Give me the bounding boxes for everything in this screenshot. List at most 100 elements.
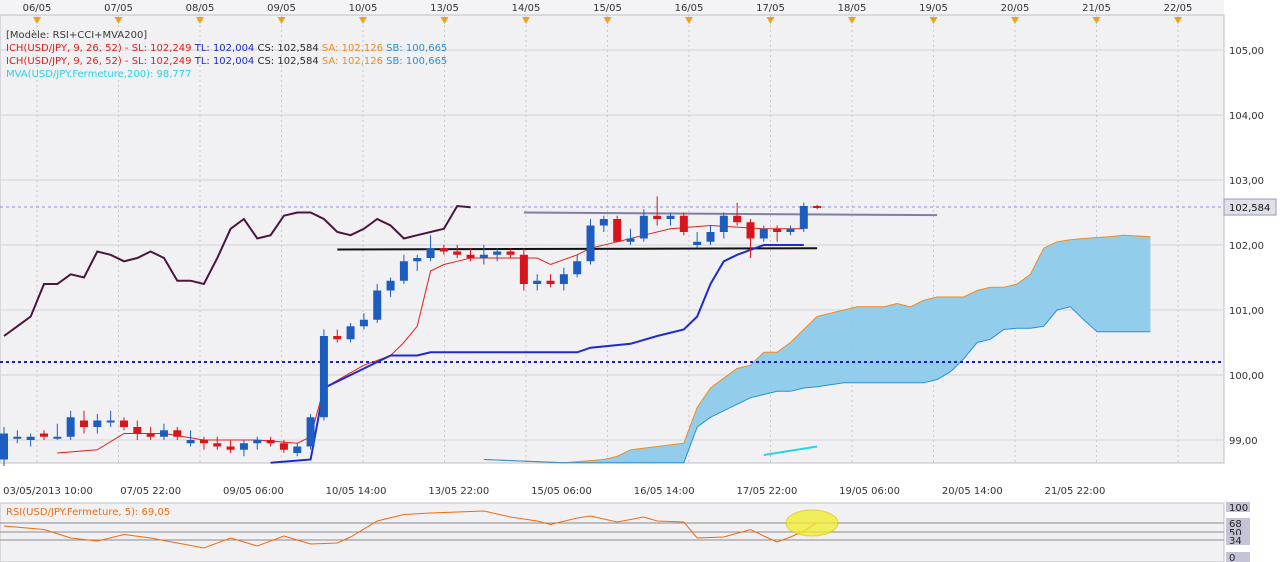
kijun-line [270, 244, 804, 464]
candle [146, 427, 155, 440]
legend-row: ICH(USD/JPY, 9, 26, 52) - SL: 102,249 TL… [6, 56, 447, 67]
candle-body [479, 254, 488, 258]
price-axis-label: 102,00 [1229, 241, 1264, 252]
time-axis-label: 21/05 22:00 [1045, 486, 1106, 497]
candle [599, 215, 608, 232]
top-date-strip [0, 0, 1224, 15]
senkou-span-b-line [483, 306, 1151, 464]
candle-body [359, 319, 368, 327]
candle-body [119, 420, 128, 427]
candle [359, 313, 368, 330]
price-axis-label: 99,00 [1229, 436, 1258, 447]
candle [53, 423, 62, 440]
legend-item: SA: 102,126 [319, 56, 383, 67]
top-date-label: 09/05 [267, 3, 296, 14]
candle [66, 410, 75, 440]
candle-body [786, 228, 795, 232]
candle [239, 440, 248, 457]
candle-body [799, 206, 808, 229]
rsi-title: RSI(USD/JPY.Fermeture, 5): 69,05 [6, 507, 170, 518]
candle-body [439, 248, 448, 252]
rsi-axis-label: 68 [1229, 519, 1242, 530]
rsi-axis-label: 50 [1229, 528, 1242, 539]
candle [746, 219, 755, 258]
candle-body [199, 440, 208, 444]
cloud-fill [483, 235, 1151, 463]
candle [786, 225, 795, 236]
candle [586, 219, 595, 265]
rsi-line [3, 510, 818, 549]
candle [693, 232, 702, 249]
date-marker-triangle [277, 17, 286, 24]
candle [106, 410, 115, 427]
candle-body [666, 215, 675, 219]
candle-body [159, 430, 168, 437]
candle [279, 440, 288, 453]
candlesticks [0, 196, 822, 466]
date-marker-triangle [359, 17, 367, 24]
legend-item: MVA(USD/JPY.Fermeture,200): 98,777 [6, 69, 192, 80]
candle-body [133, 427, 142, 434]
top-date-label: 10/05 [349, 3, 378, 14]
top-date-label: 14/05 [512, 3, 541, 14]
candle [519, 248, 528, 291]
rsi-axis-tag [1226, 518, 1250, 528]
candle-body [66, 417, 75, 437]
candle-body [653, 215, 662, 219]
candle-body [733, 215, 742, 223]
candle [546, 274, 555, 288]
candle [533, 274, 542, 291]
candle-body [813, 206, 822, 208]
candle [426, 235, 435, 262]
rsi-axis-tag [1226, 527, 1250, 537]
resistance-grey-line [523, 211, 938, 217]
candle [346, 323, 355, 343]
candle [439, 245, 448, 255]
candle [173, 427, 182, 440]
top-date-label: 19/05 [919, 3, 948, 14]
candle-body [0, 433, 8, 460]
candle [413, 254, 422, 271]
rsi-axis-label: 34 [1229, 536, 1242, 547]
mva200-line [763, 445, 818, 456]
candle-body [266, 440, 275, 444]
top-date-label: 21/05 [1082, 3, 1111, 14]
candle-body [213, 443, 222, 447]
legend: [Modèle: RSI+CCI+MVA200] ICH(USD/JPY, 9, … [6, 29, 447, 80]
candle-body [573, 261, 582, 275]
candle [119, 417, 128, 431]
top-date-label: 15/05 [593, 3, 622, 14]
rsi-axis-label: 100 [1229, 503, 1248, 514]
candle-body [519, 254, 528, 284]
chikou-span-line [3, 204, 471, 337]
rsi-axis-label: 0 [1229, 553, 1235, 562]
candle-body [93, 420, 102, 427]
candle-body [639, 215, 648, 239]
legend-item: SB: 100,665 [383, 43, 447, 54]
candle [626, 228, 635, 245]
candle [0, 427, 8, 466]
candle-body [53, 436, 62, 439]
candle-body [546, 280, 555, 284]
last-price-tag [1223, 198, 1277, 216]
candle-body [386, 280, 395, 291]
candle [493, 248, 502, 262]
candle-body [106, 420, 115, 423]
candle [26, 433, 35, 447]
candle-body [39, 433, 48, 437]
candle [653, 196, 662, 226]
candle-body [413, 258, 422, 262]
legend-item: [Modèle: RSI+CCI+MVA200] [6, 29, 147, 41]
candle-body [626, 238, 635, 242]
top-date-label: 22/05 [1164, 3, 1193, 14]
candle-body [319, 336, 328, 418]
candle-body [506, 251, 515, 255]
top-date-label: 07/05 [104, 3, 133, 14]
candle [293, 443, 302, 457]
senkou-span-a-line [483, 234, 1151, 464]
legend-row: MVA(USD/JPY.Fermeture,200): 98,777 [6, 69, 192, 80]
top-date-label: 13/05 [430, 3, 459, 14]
top-date-label: 08/05 [186, 3, 215, 14]
candle-body [466, 254, 475, 258]
candle [13, 430, 22, 444]
